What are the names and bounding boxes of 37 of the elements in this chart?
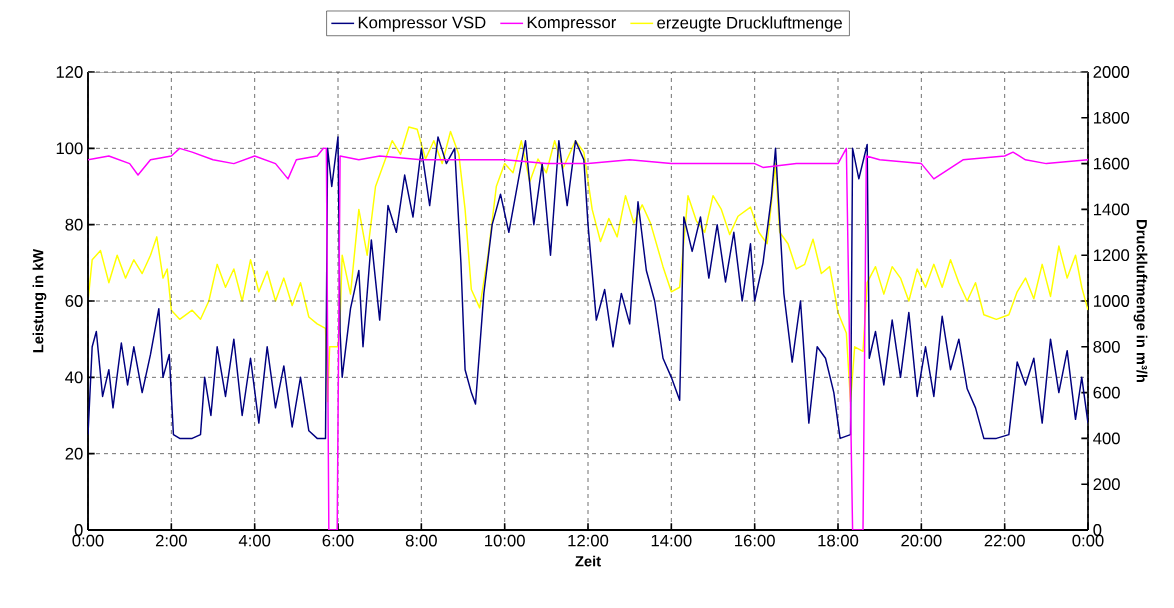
- y-tick-label: 60: [65, 295, 83, 307]
- y2-axis-title: Druckluftmenge in m³/h: [1133, 220, 1148, 382]
- x-tick-label: 10:00: [485, 534, 525, 547]
- y-tick-label: 80: [65, 218, 83, 231]
- y2-tick-label: 0: [1093, 524, 1102, 536]
- y2-tick-label: 1000: [1094, 295, 1130, 307]
- y2-tick-label: 1400: [1094, 203, 1130, 216]
- x-tick-label: 2:00: [155, 534, 187, 547]
- x-tick-label: 0:00: [72, 534, 104, 547]
- x-tick-label: 14:00: [651, 534, 692, 547]
- y-axis-title: Leistung in kW: [32, 248, 47, 353]
- y2-tick-label: 2000: [1093, 66, 1130, 78]
- legend-label: Kompressor: [527, 16, 617, 32]
- x-tick-label: 22:00: [984, 534, 1025, 547]
- legend-label: Kompressor VSD: [358, 16, 486, 32]
- x-tick-label: 4:00: [238, 534, 271, 547]
- y2-tick-label: 200: [1093, 478, 1120, 491]
- y-tick-label: 0: [74, 524, 83, 536]
- x-tick-label: 8:00: [405, 534, 437, 547]
- y-tick-label: 120: [56, 66, 83, 78]
- x-tick-label: 16:00: [735, 534, 775, 547]
- y2-tick-label: 800: [1093, 340, 1120, 353]
- y-tick-label: 40: [65, 371, 83, 384]
- x-axis-title: Zeit: [575, 555, 601, 567]
- x-tick-label: 6:00: [322, 534, 354, 547]
- y2-tick-label: 600: [1093, 386, 1120, 399]
- x-tick-label: 0:00: [1072, 534, 1104, 547]
- x-tick-label: 12:00: [568, 534, 609, 547]
- x-tick-label: 18:00: [818, 534, 859, 547]
- y2-tick-label: 1800: [1094, 111, 1130, 124]
- y-tick-label: 20: [65, 447, 83, 460]
- y2-tick-label: 400: [1093, 432, 1120, 445]
- y2-tick-label: 1600: [1094, 157, 1130, 170]
- y2-tick-label: 1200: [1094, 249, 1130, 262]
- y-tick-label: 100: [56, 142, 83, 155]
- x-tick-label: 20:00: [901, 534, 942, 547]
- legend-label: erzeugte Druckluftmenge: [657, 16, 842, 32]
